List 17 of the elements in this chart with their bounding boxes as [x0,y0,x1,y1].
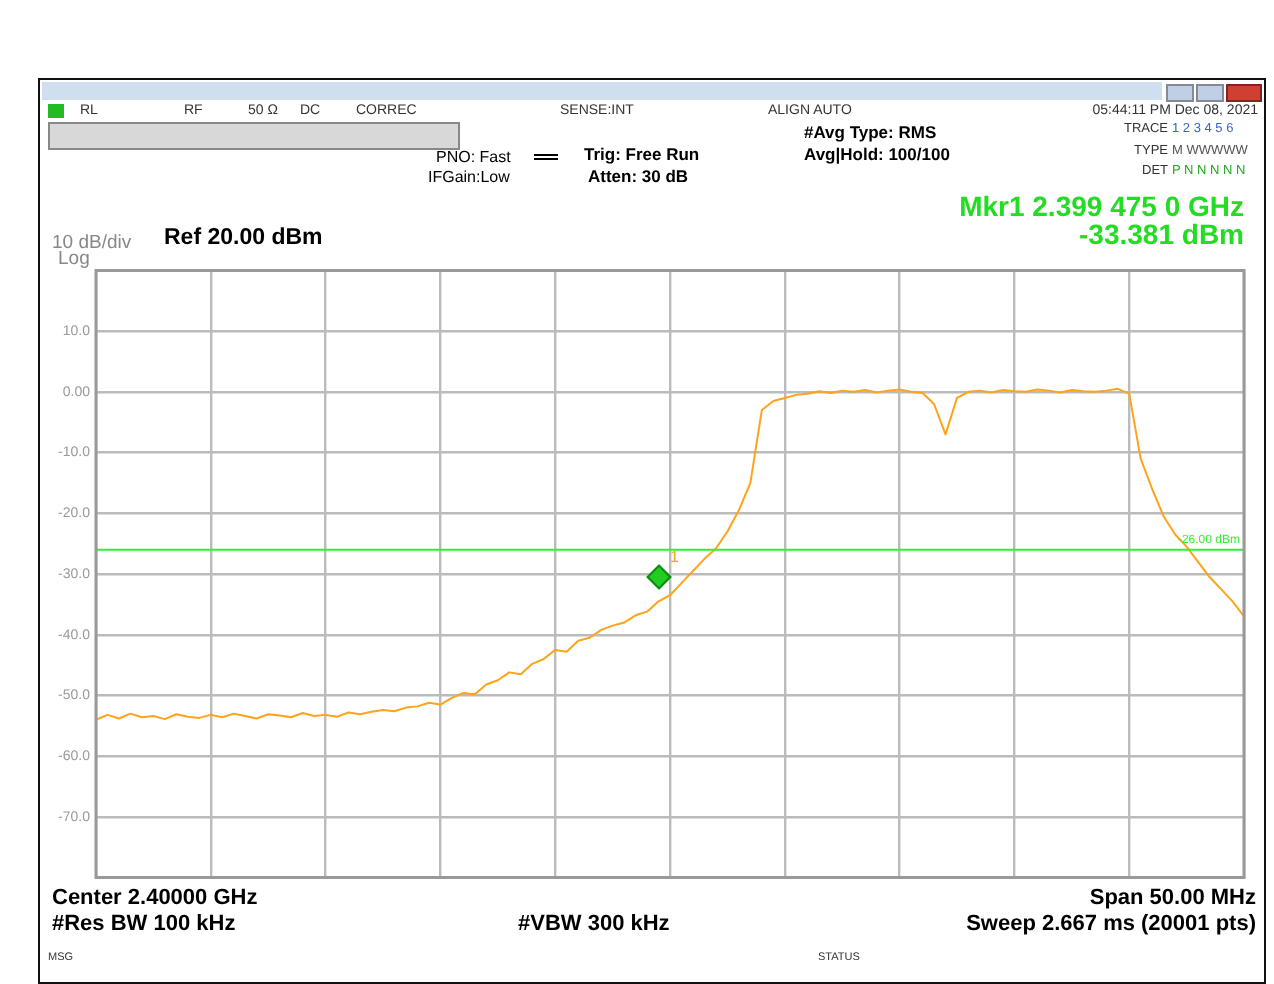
text: Log [58,248,90,270]
text: IFGain:Low [428,168,510,186]
text: Trig: Free Run [584,144,700,164]
text: Mkr1 2.399 475 0 GHz [959,190,1244,222]
text: #VBW 300 kHz [518,912,670,936]
text: #Avg Type: RMS [804,122,937,142]
text: Ref 20.00 dBm [164,226,323,251]
text: Avg|Hold: 100/100 [804,144,950,164]
text: #Res BW 100 kHz [52,912,236,936]
text: -33.381 dBm [1079,218,1244,250]
text: 10 dB/div [52,232,132,254]
text: Center 2.40000 GHz [52,886,258,910]
text: Span 50.00 MHz [1089,886,1256,910]
text: Sweep 2.667 ms (20001 pts) [966,912,1256,936]
annotation: 1 [670,548,679,566]
text: Atten: 30 dB [588,166,689,186]
text: PNO: Fast [436,148,511,166]
